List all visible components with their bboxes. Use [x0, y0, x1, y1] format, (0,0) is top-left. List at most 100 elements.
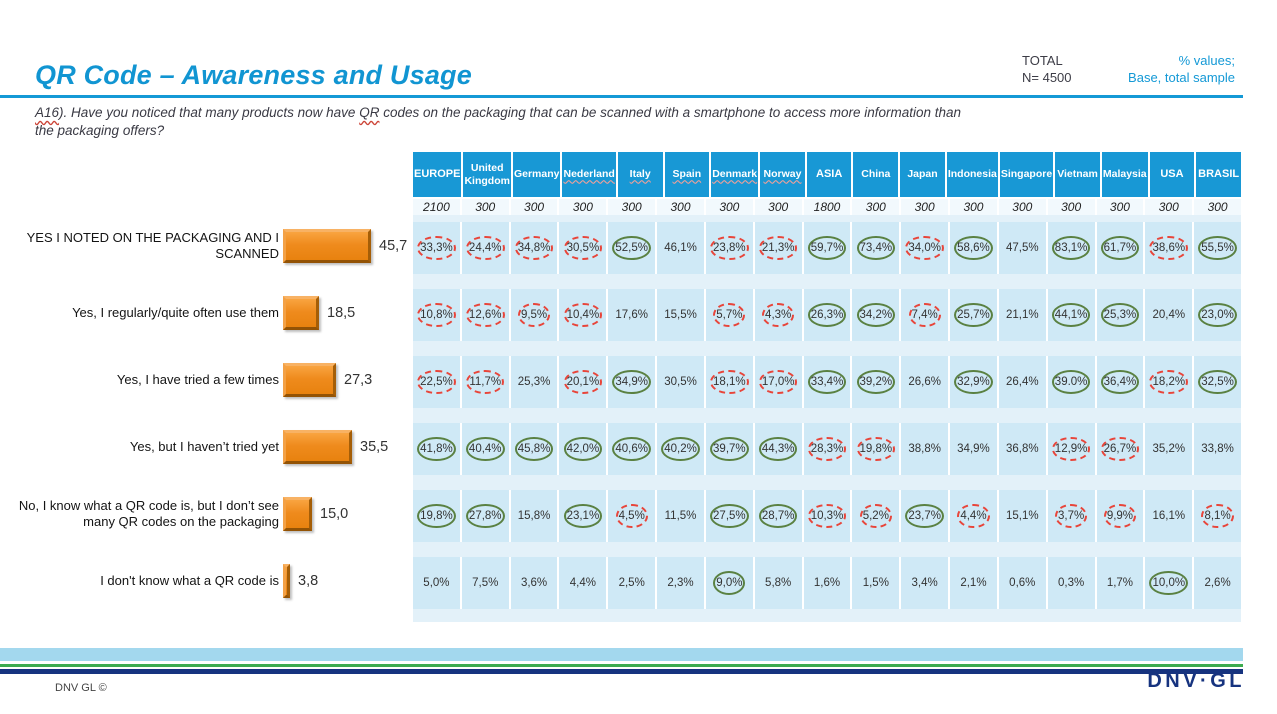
value-cell: 9,5%	[510, 289, 558, 341]
red-ellipse-mark: 3,7%	[1055, 504, 1088, 528]
base-n-row: 2100 300 300 300 300 300 300 300 1800 300 300 300 30…	[413, 199, 1241, 215]
base-n-value: 300	[705, 199, 753, 215]
column-header: Japan	[900, 152, 945, 197]
base-n-value: 300	[1194, 199, 1241, 215]
dnv-gl-logo: DNV·GL	[1147, 670, 1245, 692]
total-bar	[283, 296, 319, 330]
green-ellipse-mark: 10,0%	[1149, 571, 1189, 595]
cell-value: 2,1%	[960, 577, 987, 589]
red-ellipse-mark: 19,8%	[856, 437, 896, 461]
column-header: ASIA	[806, 152, 852, 197]
column-header-label: BRASIL	[1198, 168, 1240, 181]
row-label: Yes, I have tried a few times	[116, 372, 279, 388]
value-cell: 21,3%	[754, 222, 802, 274]
cell-value: 15,5%	[664, 309, 697, 321]
value-cell: 10,8%	[413, 289, 460, 341]
value-cell: 41,8%	[413, 423, 460, 475]
red-ellipse-mark: 33,3%	[417, 236, 456, 260]
question-qr-word: QR	[359, 105, 380, 120]
value-cell: 5,8%	[754, 557, 802, 609]
red-ellipse-mark: 30,5%	[563, 236, 603, 260]
cell-value: 1,7%	[1106, 577, 1134, 589]
cell-value: 2,5%	[618, 577, 645, 589]
column-header-label: Italy	[629, 168, 651, 181]
total-label: TOTAL	[1022, 53, 1063, 68]
column-header: BRASIL	[1196, 152, 1241, 197]
value-cell: 1,5%	[852, 557, 900, 609]
row-gap	[413, 215, 1241, 222]
value-cell: 34,8%	[510, 222, 558, 274]
stripe-green	[0, 664, 1243, 667]
green-ellipse-mark: 27,5%	[710, 504, 749, 528]
value-cell: 15,8%	[510, 490, 558, 542]
total-bar	[283, 430, 352, 464]
value-cell: 20,1%	[559, 356, 607, 408]
red-ellipse-mark: 17,0%	[758, 370, 798, 394]
green-ellipse-mark: 26,3%	[807, 303, 847, 327]
green-ellipse-mark: 32,5%	[1198, 370, 1237, 394]
green-ellipse-mark: 9,0%	[713, 571, 746, 595]
question-part1: ). Have you noticed that many products n…	[59, 105, 360, 120]
value-cell: 4,4%	[559, 557, 607, 609]
stripe-light-blue	[0, 648, 1243, 661]
total-n: N= 4500	[1022, 69, 1072, 85]
cell-value: 26,4%	[1005, 376, 1039, 388]
cell-value: 36,8%	[1005, 443, 1039, 455]
total-value: 45,7	[379, 238, 408, 254]
value-cell: 2,5%	[608, 557, 656, 609]
column-header: Singapore	[999, 152, 1054, 197]
value-cell: 10,3%	[803, 490, 851, 542]
value-cell: 25,3%	[1096, 289, 1144, 341]
country-data-table: EUROPE United Kingdom Germany Nederland Ital…	[413, 152, 1241, 622]
row-gap	[413, 475, 1241, 490]
value-cell: 33,8%	[1194, 423, 1241, 475]
red-ellipse-mark: 12,6%	[465, 303, 505, 327]
cell-value: 47,5%	[1005, 242, 1039, 254]
title-rule	[0, 95, 1243, 98]
value-cell: 19,8%	[413, 490, 460, 542]
value-cell: 42,0%	[559, 423, 607, 475]
value-cell: 34,0%	[901, 222, 949, 274]
base-n-value: 300	[950, 199, 997, 215]
chart-row: Yes, I regularly/quite often use them 18,…	[0, 287, 413, 339]
cell-value: 33,8%	[1201, 443, 1234, 455]
value-cell: 24,4%	[461, 222, 509, 274]
bar-wrap: 27,3	[283, 363, 372, 397]
base-n-value: 300	[1145, 199, 1193, 215]
green-ellipse-mark: 42,0%	[563, 437, 603, 461]
value-cell: 36,4%	[1096, 356, 1144, 408]
green-ellipse-mark: 23,1%	[563, 504, 603, 528]
column-header-label: Malaysia	[1102, 168, 1147, 181]
value-cell: 23,8%	[705, 222, 753, 274]
value-cell: 30,5%	[559, 222, 607, 274]
cell-value: 3,4%	[911, 577, 938, 589]
footer-stripes	[0, 648, 1243, 674]
stripe-navy	[0, 669, 1243, 674]
value-cell: 7,4%	[901, 289, 949, 341]
value-cell: 0,6%	[998, 557, 1046, 609]
base-n-value: 300	[901, 199, 949, 215]
red-ellipse-mark: 23,8%	[710, 236, 749, 260]
chart-row: YES I NOTED ON THE PACKAGING AND I SCANN…	[0, 220, 413, 272]
values-note-line1: % values;	[1178, 53, 1235, 68]
value-cell: 2,1%	[950, 557, 997, 609]
cell-value: 15,1%	[1005, 510, 1039, 522]
value-cell: 22,5%	[413, 356, 460, 408]
copyright-text: DNV GL ©	[55, 682, 107, 694]
green-ellipse-mark: 40,2%	[661, 437, 700, 461]
total-bar	[283, 564, 290, 598]
base-n-value: 300	[608, 199, 656, 215]
value-cell: 25,7%	[950, 289, 997, 341]
question-code: A16	[35, 105, 60, 120]
total-value: 3,8	[298, 573, 319, 589]
base-n-value: 300	[510, 199, 558, 215]
row-label: No, I know what a QR code is, but I don’…	[18, 498, 279, 529]
value-cell: 40,2%	[657, 423, 704, 475]
row-gap	[413, 408, 1241, 423]
cell-value: 38,8%	[908, 443, 941, 455]
cell-value: 0,6%	[1009, 577, 1036, 589]
value-cell: 25,3%	[510, 356, 558, 408]
value-cell: 33,3%	[413, 222, 460, 274]
chart-row: Yes, I have tried a few times 27,3	[0, 354, 413, 406]
